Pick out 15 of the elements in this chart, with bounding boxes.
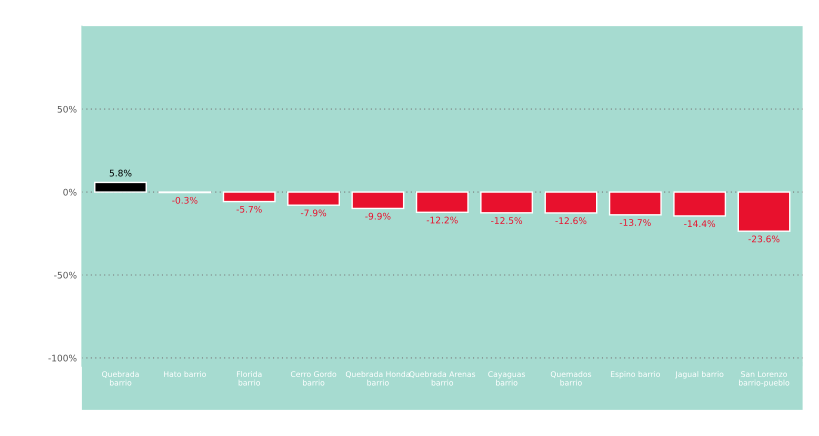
data-label: -9.9% [365,212,391,220]
data-label: -14.4% [684,220,716,228]
data-label: -5.7% [236,206,262,213]
data-label: -13.7% [620,219,651,226]
y-tick-label: -50% [54,272,77,279]
y-tick-label: -100% [48,354,77,362]
data-label: -12.6% [555,217,586,224]
y-tick-label: 0% [63,188,77,196]
y-tick-label: 50% [58,106,77,113]
data-label: -12.2% [426,216,458,224]
data-label: 5.8% [110,170,132,177]
data-label: -7.9% [300,209,326,216]
data-label: -12.5% [491,217,522,224]
data-label: -0.3% [172,196,198,204]
data-label: -23.6% [748,236,780,242]
